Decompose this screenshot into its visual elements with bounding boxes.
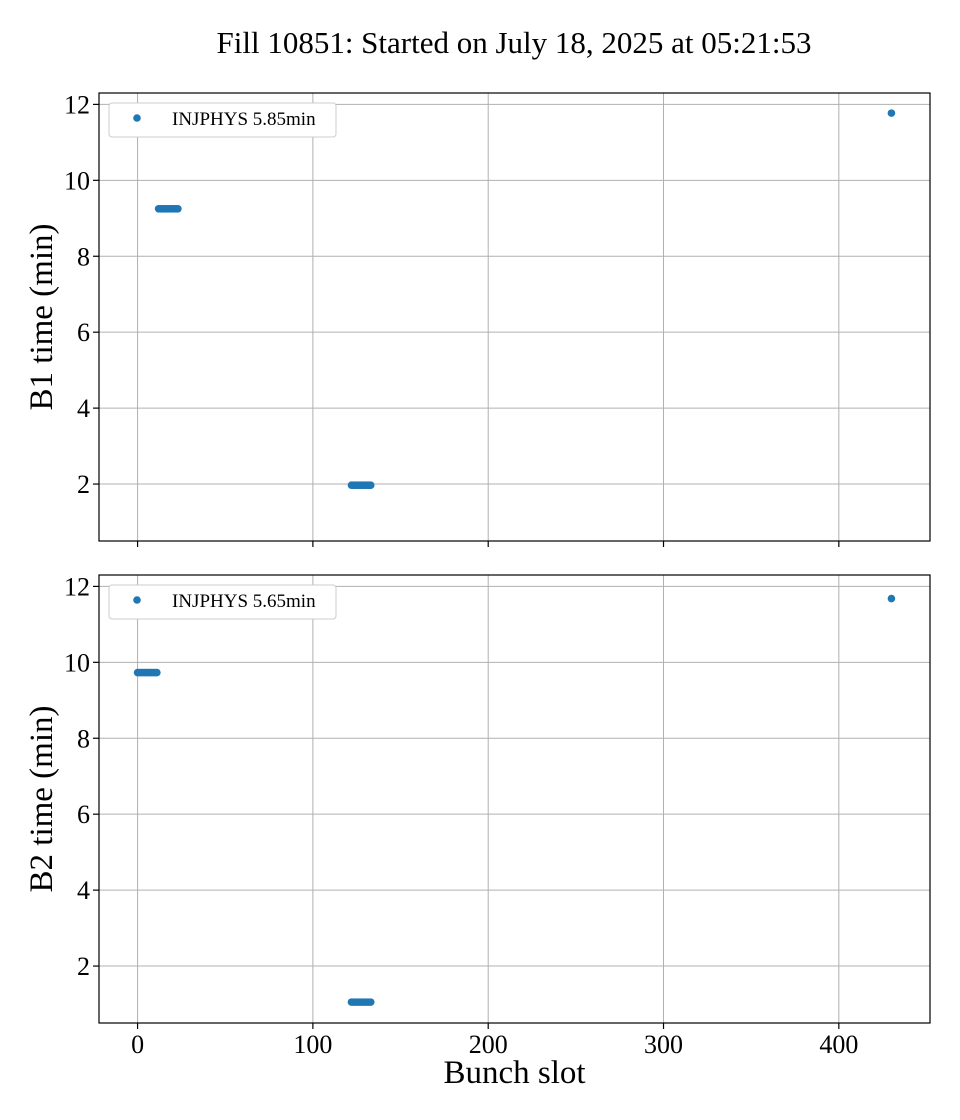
x-tick-label: 300: [644, 1030, 683, 1059]
series-1: [154, 109, 896, 489]
y-tick-label: 6: [77, 318, 90, 347]
x-tick-label: 100: [293, 1030, 332, 1059]
x-tick-label: 0: [131, 1030, 144, 1059]
legend-marker: [133, 114, 141, 122]
legend: INJPHYS 5.85min: [108, 102, 337, 138]
x-axis-label: Bunch slot: [443, 1055, 585, 1091]
legend-marker: [133, 596, 141, 604]
y-tick-label: 10: [64, 166, 90, 195]
legend-box: [108, 102, 337, 138]
y-tick-label: 12: [64, 572, 90, 601]
legend: INJPHYS 5.65min: [108, 584, 337, 620]
plot-frame: [98, 92, 931, 542]
y-tick-label: 8: [77, 242, 90, 271]
data-point: [174, 204, 182, 213]
y-tick-label: 6: [77, 800, 90, 829]
y-tick-label: 4: [77, 394, 90, 423]
legend-box: [108, 584, 337, 620]
plot-frame: [98, 574, 931, 1024]
y-tick-label: 2: [77, 952, 90, 981]
y-tick-label: 8: [77, 724, 90, 753]
legend-label: INJPHYS 5.65min: [172, 591, 316, 612]
series-1: [133, 594, 896, 1006]
data-point: [153, 668, 161, 677]
chart-title: Fill 10851: Started on July 18, 2025 at …: [216, 25, 811, 60]
y-tick-label: 2: [77, 470, 90, 499]
y-axis-label: B2 time (min): [24, 706, 60, 893]
chart-panel-2: 0 100 200 300 400 2 4 6 8 10 12 B2 time (min) Bunch …: [24, 572, 931, 1091]
legend-label: INJPHYS 5.85min: [172, 109, 316, 130]
y-tick-label: 12: [64, 90, 90, 119]
data-point: [887, 109, 896, 117]
y-tick-label: 4: [77, 876, 90, 905]
data-point: [366, 481, 375, 489]
data-point: [366, 998, 375, 1006]
x-tick-label: 200: [469, 1030, 508, 1059]
y-axis-label: B1 time (min): [24, 224, 60, 411]
y-tick-label: 10: [64, 648, 90, 677]
data-point: [887, 594, 896, 603]
x-tick-label: 400: [819, 1030, 858, 1059]
chart-panel-1: 2 4 6 8 10 12 B1 time (min) INJPHYS 5.85min: [24, 90, 931, 547]
